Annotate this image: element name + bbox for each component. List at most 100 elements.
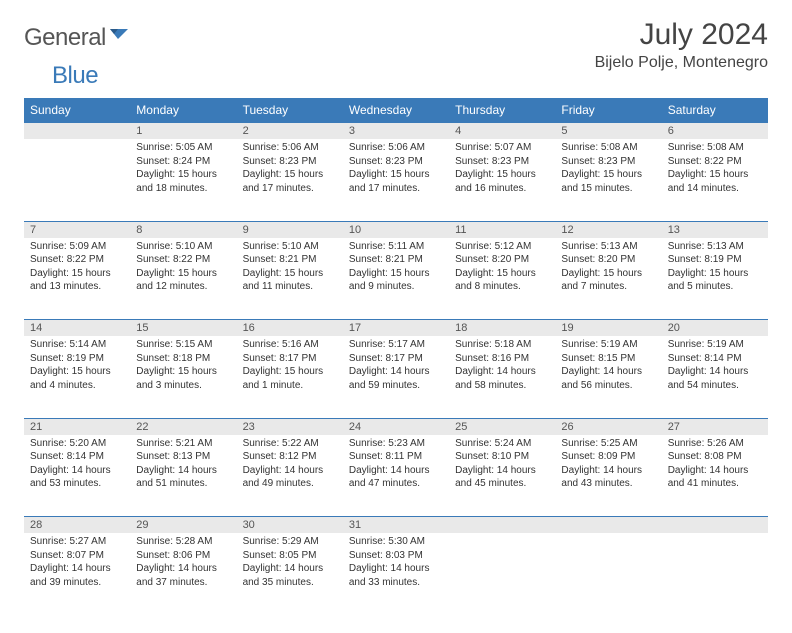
day-number: 23 bbox=[237, 419, 343, 435]
day-number bbox=[24, 123, 130, 127]
day-number: 8 bbox=[130, 222, 236, 238]
day-number-cell bbox=[449, 517, 555, 534]
day-details: Sunrise: 5:22 AMSunset: 8:12 PMDaylight:… bbox=[237, 435, 343, 495]
day-details: Sunrise: 5:21 AMSunset: 8:13 PMDaylight:… bbox=[130, 435, 236, 495]
day-number: 31 bbox=[343, 517, 449, 533]
day-details: Sunrise: 5:13 AMSunset: 8:19 PMDaylight:… bbox=[662, 238, 768, 298]
sunset-text: Sunset: 8:19 PM bbox=[30, 352, 124, 366]
daylight-text: Daylight: 14 hours and 45 minutes. bbox=[455, 464, 549, 491]
day-cell: Sunrise: 5:14 AMSunset: 8:19 PMDaylight:… bbox=[24, 336, 130, 418]
day-number-cell: 10 bbox=[343, 221, 449, 238]
daylight-text: Daylight: 14 hours and 47 minutes. bbox=[349, 464, 443, 491]
sunset-text: Sunset: 8:11 PM bbox=[349, 450, 443, 464]
day-number-cell: 28 bbox=[24, 517, 130, 534]
day-number: 7 bbox=[24, 222, 130, 238]
day-cell: Sunrise: 5:30 AMSunset: 8:03 PMDaylight:… bbox=[343, 533, 449, 615]
daylight-text: Daylight: 15 hours and 9 minutes. bbox=[349, 267, 443, 294]
location-label: Bijelo Polje, Montenegro bbox=[595, 54, 768, 72]
day-number-cell: 12 bbox=[555, 221, 661, 238]
day-number: 10 bbox=[343, 222, 449, 238]
day-details: Sunrise: 5:29 AMSunset: 8:05 PMDaylight:… bbox=[237, 533, 343, 593]
day-details: Sunrise: 5:07 AMSunset: 8:23 PMDaylight:… bbox=[449, 139, 555, 199]
daylight-text: Daylight: 15 hours and 17 minutes. bbox=[349, 168, 443, 195]
day-number-cell: 27 bbox=[662, 418, 768, 435]
day-number: 22 bbox=[130, 419, 236, 435]
week-body-row: Sunrise: 5:09 AMSunset: 8:22 PMDaylight:… bbox=[24, 238, 768, 320]
day-details: Sunrise: 5:13 AMSunset: 8:20 PMDaylight:… bbox=[555, 238, 661, 298]
day-cell: Sunrise: 5:06 AMSunset: 8:23 PMDaylight:… bbox=[237, 139, 343, 221]
day-number-cell bbox=[24, 123, 130, 140]
sunrise-text: Sunrise: 5:30 AM bbox=[349, 535, 443, 549]
weekday-header: Monday bbox=[130, 98, 236, 123]
week-daynum-row: 21222324252627 bbox=[24, 418, 768, 435]
daylight-text: Daylight: 14 hours and 54 minutes. bbox=[668, 365, 762, 392]
day-cell: Sunrise: 5:23 AMSunset: 8:11 PMDaylight:… bbox=[343, 435, 449, 517]
day-number-cell: 7 bbox=[24, 221, 130, 238]
month-title: July 2024 bbox=[595, 18, 768, 52]
weekday-header: Saturday bbox=[662, 98, 768, 123]
daylight-text: Daylight: 14 hours and 51 minutes. bbox=[136, 464, 230, 491]
logo-flag-icon bbox=[108, 25, 130, 52]
daylight-text: Daylight: 15 hours and 1 minute. bbox=[243, 365, 337, 392]
sunrise-text: Sunrise: 5:11 AM bbox=[349, 240, 443, 254]
day-details: Sunrise: 5:08 AMSunset: 8:22 PMDaylight:… bbox=[662, 139, 768, 199]
weekday-header: Tuesday bbox=[237, 98, 343, 123]
day-details: Sunrise: 5:24 AMSunset: 8:10 PMDaylight:… bbox=[449, 435, 555, 495]
daylight-text: Daylight: 14 hours and 35 minutes. bbox=[243, 562, 337, 589]
sunset-text: Sunset: 8:08 PM bbox=[668, 450, 762, 464]
day-number bbox=[449, 517, 555, 521]
day-number-cell: 23 bbox=[237, 418, 343, 435]
day-cell: Sunrise: 5:28 AMSunset: 8:06 PMDaylight:… bbox=[130, 533, 236, 615]
daylight-text: Daylight: 14 hours and 41 minutes. bbox=[668, 464, 762, 491]
day-cell: Sunrise: 5:12 AMSunset: 8:20 PMDaylight:… bbox=[449, 238, 555, 320]
daylight-text: Daylight: 15 hours and 18 minutes. bbox=[136, 168, 230, 195]
day-number-cell: 6 bbox=[662, 123, 768, 140]
daylight-text: Daylight: 15 hours and 13 minutes. bbox=[30, 267, 124, 294]
sunrise-text: Sunrise: 5:06 AM bbox=[349, 141, 443, 155]
sunrise-text: Sunrise: 5:13 AM bbox=[561, 240, 655, 254]
day-details: Sunrise: 5:20 AMSunset: 8:14 PMDaylight:… bbox=[24, 435, 130, 495]
day-number: 27 bbox=[662, 419, 768, 435]
day-number-cell: 22 bbox=[130, 418, 236, 435]
day-details: Sunrise: 5:28 AMSunset: 8:06 PMDaylight:… bbox=[130, 533, 236, 593]
day-number: 11 bbox=[449, 222, 555, 238]
day-number-cell bbox=[555, 517, 661, 534]
day-number-cell: 3 bbox=[343, 123, 449, 140]
day-details: Sunrise: 5:25 AMSunset: 8:09 PMDaylight:… bbox=[555, 435, 661, 495]
weekday-header: Friday bbox=[555, 98, 661, 123]
day-cell: Sunrise: 5:17 AMSunset: 8:17 PMDaylight:… bbox=[343, 336, 449, 418]
sunset-text: Sunset: 8:06 PM bbox=[136, 549, 230, 563]
title-block: July 2024 Bijelo Polje, Montenegro bbox=[595, 18, 768, 72]
day-details: Sunrise: 5:23 AMSunset: 8:11 PMDaylight:… bbox=[343, 435, 449, 495]
week-body-row: Sunrise: 5:05 AMSunset: 8:24 PMDaylight:… bbox=[24, 139, 768, 221]
sunset-text: Sunset: 8:16 PM bbox=[455, 352, 549, 366]
day-number-cell: 15 bbox=[130, 320, 236, 337]
day-number-cell: 20 bbox=[662, 320, 768, 337]
day-details: Sunrise: 5:26 AMSunset: 8:08 PMDaylight:… bbox=[662, 435, 768, 495]
day-cell bbox=[662, 533, 768, 615]
sunset-text: Sunset: 8:20 PM bbox=[561, 253, 655, 267]
day-number: 16 bbox=[237, 320, 343, 336]
sunset-text: Sunset: 8:17 PM bbox=[243, 352, 337, 366]
week-daynum-row: 28293031 bbox=[24, 517, 768, 534]
daylight-text: Daylight: 15 hours and 15 minutes. bbox=[561, 168, 655, 195]
sunset-text: Sunset: 8:03 PM bbox=[349, 549, 443, 563]
day-number: 26 bbox=[555, 419, 661, 435]
sunrise-text: Sunrise: 5:27 AM bbox=[30, 535, 124, 549]
sunrise-text: Sunrise: 5:08 AM bbox=[561, 141, 655, 155]
sunset-text: Sunset: 8:12 PM bbox=[243, 450, 337, 464]
sunset-text: Sunset: 8:05 PM bbox=[243, 549, 337, 563]
day-number-cell: 29 bbox=[130, 517, 236, 534]
sunrise-text: Sunrise: 5:13 AM bbox=[668, 240, 762, 254]
day-cell: Sunrise: 5:07 AMSunset: 8:23 PMDaylight:… bbox=[449, 139, 555, 221]
day-number: 3 bbox=[343, 123, 449, 139]
logo: General bbox=[24, 18, 132, 52]
day-number bbox=[662, 517, 768, 521]
week-daynum-row: 78910111213 bbox=[24, 221, 768, 238]
day-details: Sunrise: 5:10 AMSunset: 8:22 PMDaylight:… bbox=[130, 238, 236, 298]
daylight-text: Daylight: 15 hours and 16 minutes. bbox=[455, 168, 549, 195]
day-number: 17 bbox=[343, 320, 449, 336]
sunset-text: Sunset: 8:22 PM bbox=[30, 253, 124, 267]
day-details: Sunrise: 5:08 AMSunset: 8:23 PMDaylight:… bbox=[555, 139, 661, 199]
day-cell: Sunrise: 5:18 AMSunset: 8:16 PMDaylight:… bbox=[449, 336, 555, 418]
